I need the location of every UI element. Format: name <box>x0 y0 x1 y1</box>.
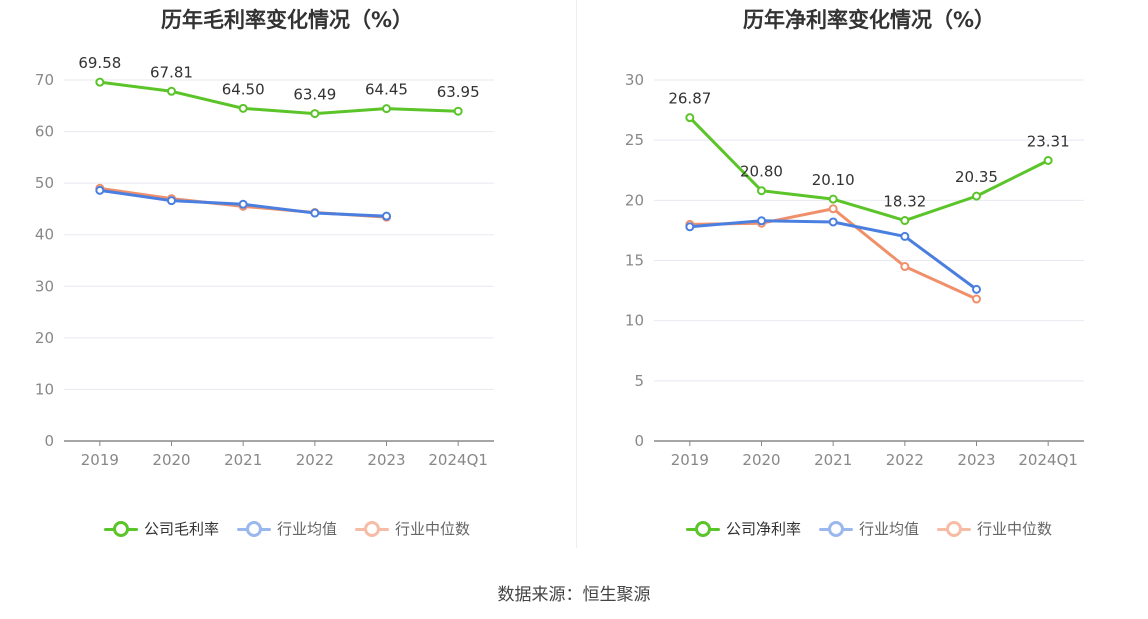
data-point-avg <box>95 185 105 195</box>
legend-label: 行业中位数 <box>977 520 1053 538</box>
data-point-avg <box>382 211 391 221</box>
y-tick-label: 30 <box>625 71 644 89</box>
data-point-avg <box>310 208 320 218</box>
data-label: 20.80 <box>740 163 783 181</box>
data-label: 63.49 <box>293 86 336 104</box>
legend-line-circle-icon <box>355 520 389 537</box>
y-tick-label: 5 <box>634 372 644 390</box>
data-point-company <box>900 216 910 226</box>
data-point-median <box>828 204 838 214</box>
x-tick-label: 2022 <box>296 451 334 469</box>
x-tick-label: 2020 <box>742 451 780 469</box>
data-label: 18.32 <box>883 193 926 211</box>
x-tick-label: 2021 <box>224 451 262 469</box>
y-tick-label: 10 <box>35 380 54 398</box>
data-point-company <box>757 186 766 196</box>
legend-label: 行业均值 <box>276 520 337 538</box>
data-label: 20.10 <box>812 171 855 189</box>
legend-label: 行业中位数 <box>395 520 471 538</box>
x-tick-label: 2020 <box>152 451 190 469</box>
y-tick-label: 20 <box>625 191 644 209</box>
x-tick-label: 2024Q1 <box>428 451 488 469</box>
data-point-avg <box>685 222 695 232</box>
y-tick-label: 40 <box>35 226 54 244</box>
legend-item-avg[interactable]: 行业均值 <box>236 518 337 539</box>
data-label: 69.58 <box>78 54 121 72</box>
data-point-company <box>972 191 981 201</box>
net-margin-chart: 0 5 10 15 20 25 30 2019 2020 2021 2022 2023 2024Q1 26… <box>625 71 1084 469</box>
panel-divider <box>576 0 577 548</box>
data-point-median <box>972 294 981 304</box>
legend-line-circle-icon <box>236 520 271 537</box>
legend: 公司净利率 行业均值 行业中位数 <box>590 518 1148 539</box>
data-point-company <box>828 194 838 204</box>
legend-line-circle-icon <box>937 520 971 537</box>
x-tick-label: 2023 <box>957 451 995 469</box>
x-tick-label: 2023 <box>367 451 405 469</box>
legend-item-company[interactable]: 公司毛利率 <box>103 518 219 539</box>
legend-label: 行业均值 <box>858 520 919 538</box>
legend-line-circle-icon <box>103 520 138 537</box>
data-point-company <box>310 109 320 119</box>
y-tick-label: 20 <box>35 329 54 347</box>
y-tick-label: 0 <box>634 432 644 450</box>
x-tick-label: 2019 <box>671 451 709 469</box>
gross-margin-panel: 历年毛利率变化情况（%） 0 10 20 30 40 50 60 70 2019 2020 2021… <box>0 0 574 560</box>
legend-item-median[interactable]: 行业中位数 <box>937 518 1052 539</box>
x-tick-label: 2022 <box>886 451 924 469</box>
y-tick-label: 0 <box>44 432 54 450</box>
data-point-company <box>95 77 105 87</box>
data-point-company <box>453 106 463 116</box>
legend-line-circle-icon <box>818 520 853 537</box>
series-line-company <box>688 116 1049 223</box>
x-tick-label: 2021 <box>814 451 852 469</box>
data-point-avg <box>828 217 838 227</box>
data-source: 数据来源：恒生聚源 <box>497 585 651 605</box>
data-point-company <box>685 113 695 123</box>
y-tick-label: 60 <box>35 123 54 141</box>
data-point-avg <box>757 216 766 226</box>
data-label: 26.87 <box>668 90 711 108</box>
legend: 公司毛利率 行业均值 行业中位数 <box>0 518 574 539</box>
series-line-company <box>99 80 459 116</box>
data-point-median <box>900 262 910 272</box>
x-tick-label: 2024Q1 <box>1018 451 1078 469</box>
data-label: 64.50 <box>222 80 265 98</box>
data-point-company <box>238 103 248 113</box>
data-point-avg <box>900 231 910 241</box>
gross-margin-chart: 0 10 20 30 40 50 60 70 2019 2020 2021 2022 2023 2024Q… <box>35 54 494 469</box>
legend-label: 公司毛利率 <box>143 520 219 538</box>
data-label: 20.35 <box>955 168 998 186</box>
legend-item-median[interactable]: 行业中位数 <box>355 518 470 539</box>
legend-line-circle-icon <box>685 520 720 537</box>
data-point-company <box>1043 156 1053 166</box>
data-point-avg <box>972 284 981 294</box>
data-label: 64.45 <box>365 81 408 99</box>
legend-item-avg[interactable]: 行业均值 <box>818 518 919 539</box>
x-tick-label: 2019 <box>81 451 119 469</box>
data-label: 63.95 <box>437 83 480 101</box>
chart-title: 历年毛利率变化情况（%） <box>160 8 414 32</box>
legend-item-company[interactable]: 公司净利率 <box>685 518 801 539</box>
y-tick-label: 25 <box>625 131 644 149</box>
y-tick-label: 30 <box>35 277 54 295</box>
data-label: 23.31 <box>1027 133 1070 151</box>
data-label: 67.81 <box>150 63 193 81</box>
data-point-avg <box>238 199 248 209</box>
y-tick-label: 15 <box>625 252 644 270</box>
data-point-avg <box>167 196 176 206</box>
y-tick-label: 50 <box>35 174 54 192</box>
net-margin-panel: 历年净利率变化情况（%） 0 5 10 15 20 25 30 2019 2020 2021 202… <box>590 0 1148 560</box>
y-tick-label: 10 <box>625 312 644 330</box>
chart-title: 历年净利率变化情况（%） <box>742 8 996 32</box>
data-point-company <box>382 104 391 114</box>
legend-label: 公司净利率 <box>725 520 801 538</box>
y-tick-label: 70 <box>35 71 54 89</box>
data-point-company <box>167 86 176 96</box>
